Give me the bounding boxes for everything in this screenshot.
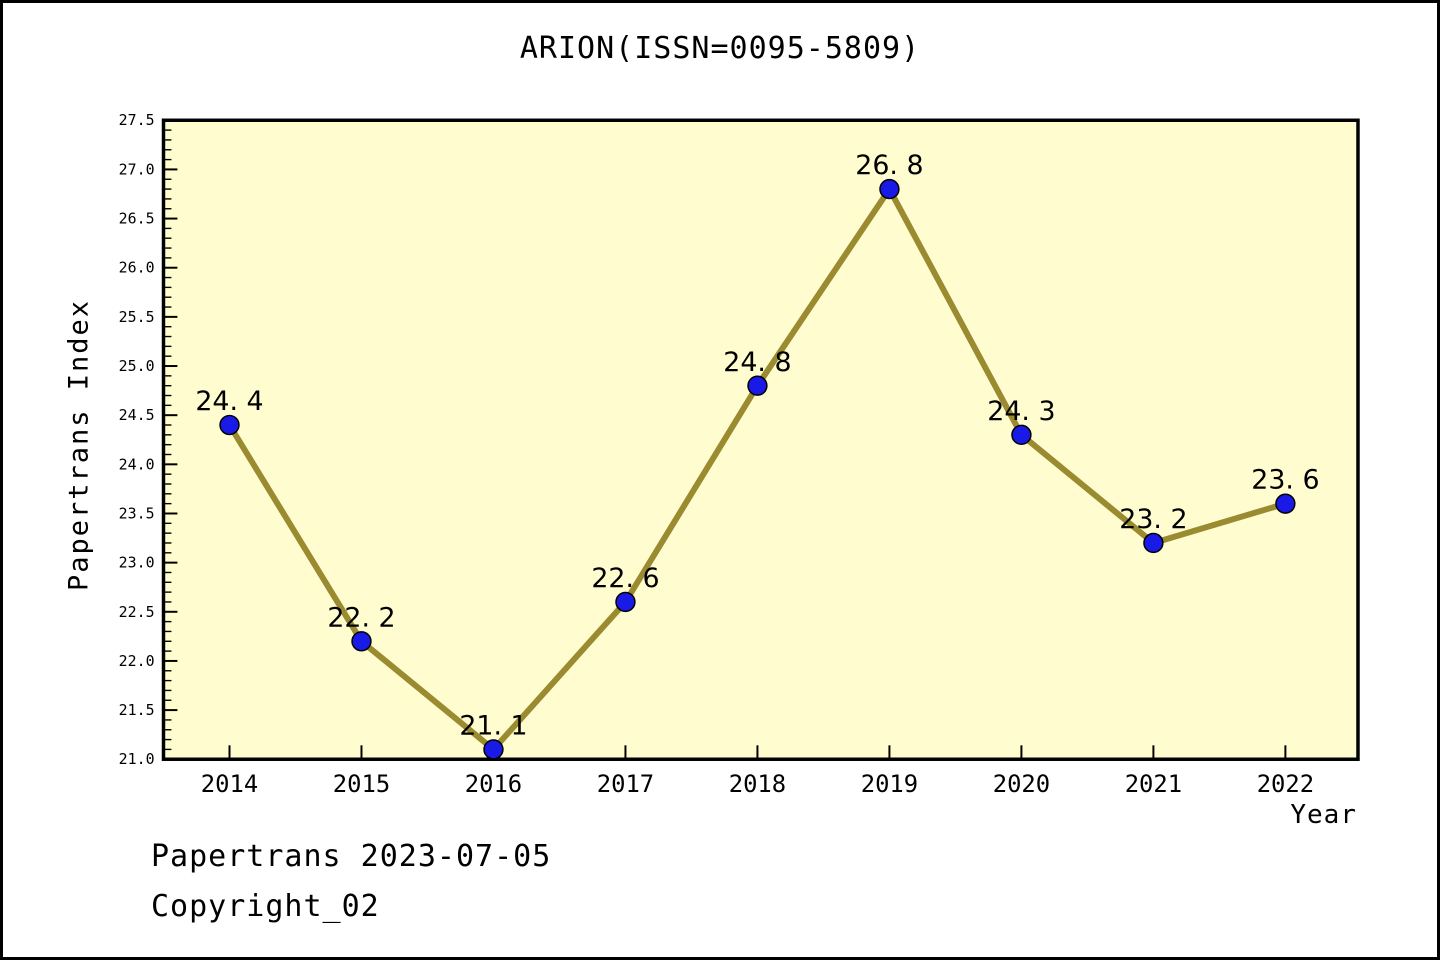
y-tick-label: 24.0 [119, 455, 155, 473]
x-tick-label: 2020 [993, 770, 1050, 798]
data-point [747, 375, 768, 396]
data-point [483, 739, 504, 760]
x-axis-label: Year [1290, 800, 1357, 830]
y-tick-label: 26.0 [119, 259, 155, 277]
y-tick-label: 22.5 [119, 603, 155, 621]
data-point-label: 26. 8 [855, 150, 923, 181]
x-tick-label: 2018 [729, 770, 786, 798]
footer-copyright: Copyright_02 [151, 889, 380, 924]
data-point [219, 414, 240, 436]
chart-title: ARION(ISSN=0095-5809) [519, 31, 921, 66]
footer-source-date: Papertrans 2023-07-05 [151, 839, 552, 874]
y-tick-label: 25.0 [119, 357, 155, 375]
y-tick-label: 25.5 [119, 308, 155, 326]
data-point [1143, 532, 1164, 554]
y-tick-label: 27.0 [119, 160, 155, 178]
data-point [1011, 424, 1032, 446]
y-axis-label: Papertrans Index [63, 298, 95, 592]
x-tick-label: 2021 [1125, 770, 1182, 798]
data-point-label: 23. 6 [1251, 465, 1319, 496]
y-tick-label: 24.5 [119, 406, 155, 424]
data-point [879, 178, 900, 200]
y-tick-label: 21.0 [119, 750, 155, 768]
y-tick-label: 23.5 [119, 504, 155, 522]
y-tick-label: 26.5 [119, 210, 155, 228]
x-tick-label: 2016 [465, 770, 522, 798]
data-point-label: 24. 8 [723, 347, 791, 378]
data-point-label: 23. 2 [1119, 504, 1187, 535]
plot-border [161, 118, 1360, 761]
plot-area [163, 120, 1358, 760]
data-point [351, 631, 372, 652]
data-point-label: 22. 6 [591, 563, 659, 594]
y-tick-label: 21.5 [119, 701, 155, 719]
data-point-label: 24. 3 [987, 396, 1055, 427]
x-tick-label: 2019 [861, 770, 918, 798]
x-tick-label: 2017 [597, 770, 654, 798]
data-point [1275, 493, 1296, 514]
data-point-label: 22. 2 [327, 602, 395, 633]
y-tick-label: 22.0 [119, 652, 155, 670]
data-point [615, 591, 636, 613]
x-tick-label: 2014 [201, 770, 258, 798]
y-tick-label: 23.0 [119, 554, 155, 572]
line-chart: 21.0 21.5 22.0 22.5 23.0 23.5 24.0 24.5 25.0 25.5… [119, 111, 1360, 798]
data-point-label: 21. 1 [459, 711, 527, 742]
x-tick-label: 2022 [1257, 770, 1314, 798]
data-point-label: 24. 4 [195, 386, 263, 417]
x-tick-label: 2015 [333, 770, 390, 798]
y-tick-label: 27.5 [119, 111, 155, 129]
